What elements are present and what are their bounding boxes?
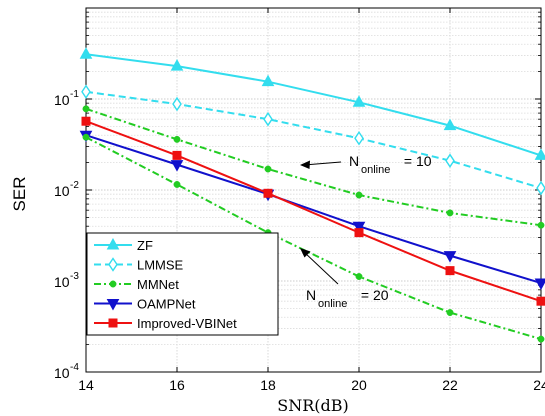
annotation-arrowhead-10 bbox=[300, 160, 310, 169]
legend-marker-1 bbox=[108, 257, 118, 272]
annotation-arrow-20 bbox=[303, 251, 339, 285]
svg-text:N: N bbox=[349, 153, 359, 169]
series-4-point-4 bbox=[445, 266, 455, 276]
series-line-3 bbox=[85, 134, 542, 284]
legend-marker-0 bbox=[106, 237, 120, 250]
series-4-point-0 bbox=[81, 116, 91, 126]
series-4-point-2 bbox=[263, 188, 273, 198]
annotation-arrowhead-20 bbox=[300, 248, 311, 258]
x-tick-label-2: 18 bbox=[260, 377, 276, 393]
series-2-point-5 bbox=[537, 221, 545, 229]
legend-marker-3 bbox=[106, 299, 120, 311]
data-series bbox=[79, 47, 545, 343]
annotation-sub-10: online bbox=[361, 164, 390, 176]
annotation-n-online-10: N online = 10 bbox=[300, 153, 432, 176]
x-tick-label-3: 20 bbox=[351, 377, 367, 393]
series-0-point-4 bbox=[443, 118, 457, 131]
series-line-5 bbox=[85, 136, 542, 341]
x-axis-label: SNR(dB) bbox=[277, 396, 349, 415]
annotation-rest-20: = 20 bbox=[357, 287, 389, 303]
y-tick-label-exp-2: -3 bbox=[70, 271, 79, 282]
series-3-point-5 bbox=[534, 278, 545, 291]
series-2-point-3 bbox=[355, 191, 363, 199]
series-3-point-1 bbox=[170, 160, 184, 172]
series-2 bbox=[82, 105, 545, 229]
y-tick-label-base-2: 10 bbox=[54, 274, 70, 290]
x-tick-label-1: 16 bbox=[169, 377, 185, 393]
x-tick-label-0: 14 bbox=[78, 377, 94, 393]
series-2-point-1 bbox=[173, 135, 181, 143]
legend-label-4: Improved-VBINet bbox=[137, 316, 237, 331]
series-0-point-2 bbox=[261, 74, 275, 87]
y-axis-label: SER bbox=[10, 177, 29, 212]
y-tick-label-exp-0: -1 bbox=[70, 89, 79, 100]
series-2-point-0 bbox=[82, 105, 90, 113]
annotation-arrow-10 bbox=[303, 161, 342, 166]
series-4-point-1 bbox=[172, 150, 182, 160]
series-4 bbox=[81, 116, 545, 306]
series-2-point-4 bbox=[446, 209, 454, 217]
y-tick-label-base-3: 10 bbox=[54, 365, 70, 381]
legend-marker-4 bbox=[108, 318, 118, 328]
y-tick-label-base-0: 10 bbox=[54, 92, 70, 108]
series-1-point-2 bbox=[263, 111, 273, 127]
legend-label-3: OAMPNet bbox=[137, 297, 196, 312]
annotation-sub-20: online bbox=[318, 298, 347, 310]
legend-label-0: ZF bbox=[137, 238, 153, 253]
svg-text:N: N bbox=[306, 287, 316, 303]
series-1 bbox=[81, 84, 545, 196]
series-0-point-3 bbox=[352, 95, 366, 107]
series-5-point-1 bbox=[173, 181, 181, 188]
legend-label-2: MMNet bbox=[137, 277, 179, 292]
series-1-point-5 bbox=[536, 180, 545, 196]
y-tick-label-exp-1: -2 bbox=[70, 180, 79, 191]
series-5-point-0 bbox=[82, 133, 90, 141]
annotation-n-online-20: N online = 20 bbox=[300, 248, 389, 310]
series-3-point-4 bbox=[443, 251, 457, 263]
legend-label-1: LMMSE bbox=[137, 258, 184, 273]
series-0-point-1 bbox=[170, 59, 184, 71]
series-1-point-1 bbox=[172, 96, 182, 112]
series-2-point-2 bbox=[264, 165, 272, 173]
series-0 bbox=[79, 47, 545, 160]
series-line-2 bbox=[85, 107, 542, 227]
series-line-1 bbox=[85, 90, 542, 190]
series-1-point-3 bbox=[354, 131, 364, 146]
legend-box bbox=[86, 232, 279, 336]
series-3 bbox=[79, 130, 545, 291]
x-tick-label-5: 24 bbox=[533, 377, 545, 393]
annotation-rest-10: = 10 bbox=[400, 153, 432, 169]
annotation-main-20: N bbox=[306, 287, 316, 303]
series-0-point-5 bbox=[534, 148, 545, 160]
series-line-0 bbox=[85, 53, 542, 157]
y-tick-label-base-1: 10 bbox=[54, 183, 70, 199]
series-0-point-0 bbox=[79, 47, 93, 59]
series-line-4 bbox=[85, 120, 542, 303]
series-5-point-4 bbox=[446, 309, 454, 317]
annotation-main-10: N bbox=[349, 153, 359, 169]
series-1-point-4 bbox=[445, 153, 455, 168]
series-1-point-0 bbox=[81, 84, 91, 100]
legend: ZF LMMSE MMNet OAMPNet Improved-VBINet bbox=[86, 232, 279, 336]
grid-lines bbox=[85, 8, 542, 373]
series-5-point-3 bbox=[355, 273, 363, 280]
y-tick-label-exp-3: -4 bbox=[70, 362, 79, 373]
series-5-point-5 bbox=[537, 335, 545, 343]
legend-marker-2 bbox=[109, 280, 117, 288]
series-4-point-3 bbox=[354, 228, 364, 238]
x-tick-label-4: 22 bbox=[442, 377, 458, 393]
series-4-point-5 bbox=[536, 296, 545, 306]
series-3-point-3 bbox=[352, 221, 366, 234]
series-5 bbox=[82, 133, 545, 343]
